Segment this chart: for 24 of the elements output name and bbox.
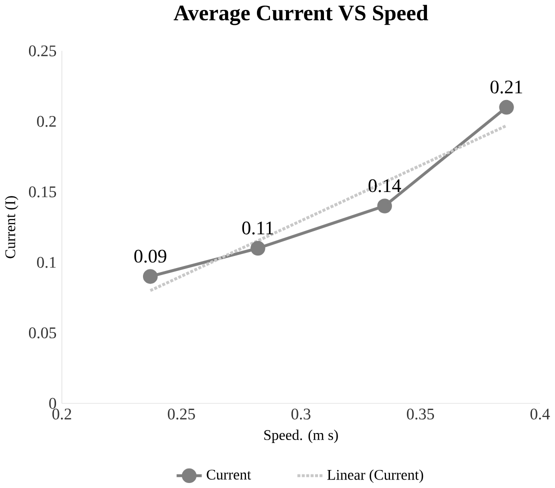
point	[377, 198, 392, 214]
point	[250, 241, 266, 256]
y-tick-label: 0.25	[28, 46, 56, 56]
x-tick-label: 0.2	[52, 408, 72, 420]
y-tick-label: 0.05	[28, 328, 56, 338]
y-tick-label: 0.15	[28, 186, 56, 198]
x-tick-label: 0.25	[168, 408, 195, 420]
y-axis-title: Current (I)	[4, 196, 18, 258]
y-tick-label: 0.1	[37, 257, 56, 268]
point	[142, 269, 158, 284]
x-tick-label: 0.3	[291, 408, 310, 420]
data-label: 0.09	[134, 250, 166, 263]
data-label: 0.21	[490, 80, 522, 94]
x-axis-title: Speed. (m s)	[264, 430, 338, 444]
x-tick-label: 0.35	[406, 408, 434, 420]
legend-label: Current	[206, 470, 252, 480]
y-tick-label: 0	[49, 398, 56, 409]
point	[499, 100, 514, 115]
legend-label: Linear (Current)	[327, 470, 424, 483]
y-tick-label: 0.2	[37, 116, 56, 127]
data-label: 0.11	[242, 222, 274, 235]
data-label: 0.14	[368, 179, 402, 192]
x-tick-label: 0.4	[530, 408, 550, 420]
chart-title: Average Current VS Speed	[174, 5, 428, 26]
